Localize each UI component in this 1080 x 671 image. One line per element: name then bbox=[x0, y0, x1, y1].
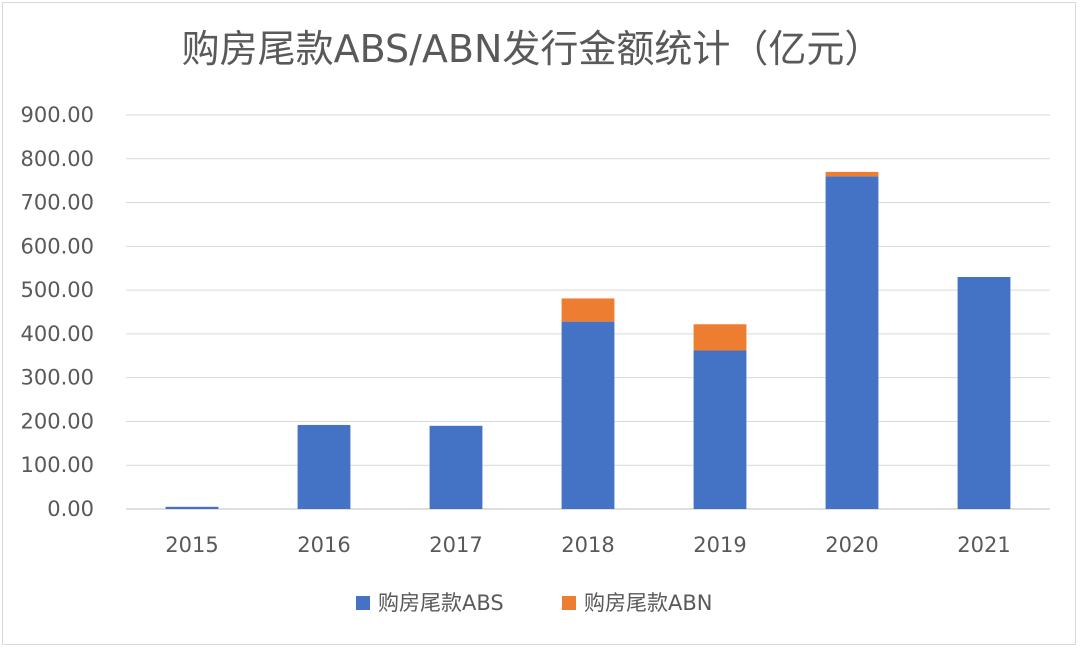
y-tick-label: 700.00 bbox=[21, 191, 94, 215]
y-tick-label: 800.00 bbox=[21, 147, 94, 171]
bar-abs-2021 bbox=[957, 276, 1011, 509]
x-axis-ticks: 2015 2016 2017 2018 2019 2020 2021 bbox=[165, 533, 1010, 557]
y-tick-label: 900.00 bbox=[21, 103, 94, 127]
bar-abs-2015 bbox=[165, 506, 219, 509]
legend: 购房尾款ABS 购房尾款ABN bbox=[356, 591, 712, 615]
y-tick-label: 0.00 bbox=[47, 497, 94, 521]
legend-label: 购房尾款ABS bbox=[378, 591, 504, 615]
bar-abn-2019 bbox=[693, 324, 747, 351]
x-tick-label: 2015 bbox=[165, 533, 218, 557]
y-tick-label: 100.00 bbox=[21, 453, 94, 477]
chart-title: 购房尾款ABS/ABN发行金额统计（亿元） bbox=[182, 27, 883, 71]
bar-abs-2019 bbox=[693, 350, 747, 509]
legend-label: 购房尾款ABN bbox=[584, 591, 712, 615]
bar-abn-2018 bbox=[561, 298, 615, 322]
x-tick-label: 2021 bbox=[957, 533, 1010, 557]
bar-abs-2017 bbox=[429, 425, 483, 509]
x-tick-label: 2016 bbox=[297, 533, 350, 557]
legend-swatch bbox=[356, 596, 370, 610]
y-tick-label: 300.00 bbox=[21, 366, 94, 390]
bar-abs-2016 bbox=[297, 424, 351, 509]
x-tick-label: 2020 bbox=[825, 533, 878, 557]
legend-swatch bbox=[562, 596, 576, 610]
y-axis-ticks: 0.00 100.00 200.00 300.00 400.00 500.00 600.00… bbox=[21, 103, 94, 521]
bars bbox=[165, 171, 1011, 510]
y-tick-label: 600.00 bbox=[21, 234, 94, 258]
bar-abs-2018 bbox=[561, 321, 615, 509]
gridlines bbox=[126, 114, 1050, 510]
chart-frame bbox=[2, 2, 1076, 645]
x-tick-label: 2018 bbox=[561, 533, 614, 557]
y-tick-label: 200.00 bbox=[21, 409, 94, 433]
bar-abn-2020 bbox=[825, 171, 879, 177]
x-tick-label: 2019 bbox=[693, 533, 746, 557]
y-tick-label: 400.00 bbox=[21, 322, 94, 346]
y-tick-label: 500.00 bbox=[21, 278, 94, 302]
x-tick-label: 2017 bbox=[429, 533, 482, 557]
bar-abs-2020 bbox=[825, 176, 879, 510]
